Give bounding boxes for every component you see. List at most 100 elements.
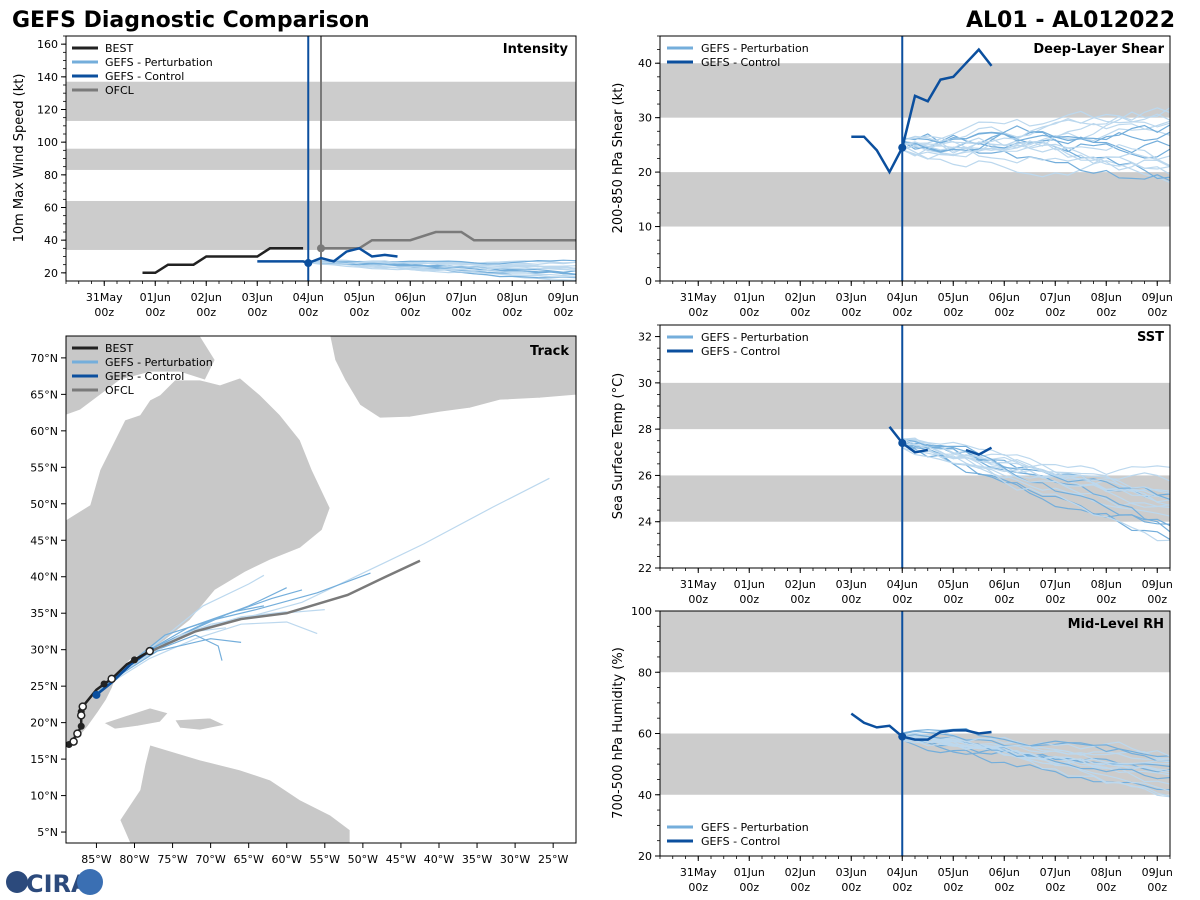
x-tick-day: 05Jun: [938, 866, 969, 879]
rh-panel: 20 40 60 80 100 31May 00z 01Jun 00z 02Jun 00z 03Jun…: [611, 605, 1173, 894]
lat-tick-label: 65°N: [30, 388, 58, 401]
y-tick-label: 20: [638, 850, 652, 863]
legend-control-label: GEFS - Control: [701, 56, 780, 69]
control-init-marker: [898, 143, 907, 152]
lon-tick-label: 45°W: [386, 853, 416, 866]
x-tick-hour: 00z: [451, 306, 471, 319]
perturbation-member-line: [902, 730, 1170, 761]
threshold-band: [660, 382, 1170, 430]
perturbation-member-line: [308, 259, 576, 265]
y-tick-label: 140: [37, 71, 58, 84]
lon-tick-label: 85°W: [81, 853, 111, 866]
control-series-line: [965, 446, 993, 456]
ofcl-track-line: [130, 559, 421, 663]
control-init-marker: [304, 259, 313, 268]
rh-title: Mid-Level RH: [1068, 617, 1164, 632]
y-tick-label: 10: [638, 221, 652, 234]
lon-tick-label: 50°W: [348, 853, 378, 866]
x-tick-hour: 00z: [739, 306, 759, 319]
x-tick-hour: 00z: [943, 306, 963, 319]
legend-control-label: GEFS - Control: [701, 345, 780, 358]
x-tick-day: 02Jun: [785, 578, 816, 591]
lat-tick-label: 30°N: [30, 644, 58, 657]
best-track-point: [107, 674, 116, 684]
best-track-point: [145, 646, 154, 656]
perturbation-member-line: [902, 735, 1170, 765]
control-series-line: [850, 712, 992, 741]
x-tick-day: 09Jun: [548, 291, 579, 304]
y-tick-label: 80: [44, 169, 58, 182]
x-tick-hour: 00z: [1045, 593, 1065, 606]
y-tick-label: 20: [638, 166, 652, 179]
x-tick-day: 31May: [86, 291, 123, 304]
y-tick-label: 24: [638, 516, 652, 529]
x-tick-day: 08Jun: [1091, 291, 1122, 304]
legend-control-label: GEFS - Control: [105, 70, 184, 83]
x-tick-day: 03Jun: [836, 578, 867, 591]
x-tick-day: 08Jun: [1091, 866, 1122, 879]
legend-pert-label: GEFS - Perturbation: [701, 331, 809, 344]
intensity-title: Intensity: [503, 42, 569, 57]
canada-arctic-land: [66, 336, 216, 416]
control-track-marker: [92, 690, 101, 699]
x-tick-hour: 00z: [1045, 881, 1065, 894]
x-tick-hour: 00z: [739, 593, 759, 606]
best-series-line: [142, 247, 304, 275]
x-tick-hour: 00z: [841, 306, 861, 319]
track-legend: BEST GEFS - Perturbation GEFS - Control …: [72, 342, 213, 397]
threshold-band: [660, 63, 1170, 118]
control-series-line: [257, 246, 398, 265]
y-tick-label: 30: [638, 112, 652, 125]
greenland-land: [329, 336, 576, 419]
x-tick-hour: 00z: [892, 881, 912, 894]
control-series-line: [888, 426, 929, 454]
perturbation-member-line: [902, 739, 1170, 791]
x-tick-day: 07Jun: [1040, 866, 1071, 879]
x-tick-day: 01Jun: [734, 866, 765, 879]
lon-tick-label: 25°W: [538, 853, 568, 866]
x-tick-hour: 00z: [94, 306, 114, 319]
x-tick-hour: 00z: [943, 881, 963, 894]
x-tick-hour: 00z: [553, 306, 573, 319]
perturbation-member-line: [308, 261, 576, 268]
perturbation-member-line: [902, 125, 1170, 153]
x-tick-hour: 00z: [739, 881, 759, 894]
y-tick-label: 30: [638, 377, 652, 390]
y-tick-label: 26: [638, 469, 652, 482]
x-tick-day: 31May: [680, 866, 717, 879]
perturbation-member-line: [902, 110, 1170, 145]
perturbation-member-line: [902, 140, 1170, 175]
control-series-line: [851, 47, 993, 175]
x-tick-hour: 00z: [1096, 306, 1116, 319]
x-tick-day: 04Jun: [887, 291, 918, 304]
x-tick-hour: 00z: [1096, 881, 1116, 894]
y-tick-label: 22: [638, 562, 652, 575]
y-tick-label: 40: [44, 234, 58, 247]
x-tick-hour: 00z: [994, 593, 1014, 606]
y-tick-label: 160: [37, 38, 58, 51]
logo-satellite-icon: [77, 869, 103, 895]
perturbation-member-line: [308, 261, 576, 277]
best-track-point: [73, 729, 82, 738]
south-america-land: [119, 744, 351, 843]
legend-pert-label: GEFS - Perturbation: [701, 821, 809, 834]
intensity-panel: 20 40 60 80 100 120 140 160 31May 00z 01Jun 00z 02Ju…: [12, 35, 579, 319]
x-tick-day: 09Jun: [1142, 578, 1173, 591]
x-tick-day: 06Jun: [395, 291, 426, 304]
y-tick-label: 80: [638, 666, 652, 679]
best-track-point: [78, 702, 87, 711]
x-tick-day: 07Jun: [1040, 578, 1071, 591]
cira-logo: CIRA: [6, 869, 103, 898]
lon-tick-label: 65°W: [233, 853, 263, 866]
x-tick-day: 31May: [680, 578, 717, 591]
legend-best-label: BEST: [105, 342, 133, 355]
perturbation-member-line: [902, 120, 1170, 156]
x-tick-hour: 00z: [1147, 593, 1167, 606]
lon-tick-label: 70°W: [195, 853, 225, 866]
x-tick-hour: 00z: [994, 881, 1014, 894]
lat-tick-label: 20°N: [30, 717, 58, 730]
x-tick-hour: 00z: [1147, 306, 1167, 319]
threshold-band: [660, 475, 1170, 522]
x-tick-day: 03Jun: [836, 866, 867, 879]
